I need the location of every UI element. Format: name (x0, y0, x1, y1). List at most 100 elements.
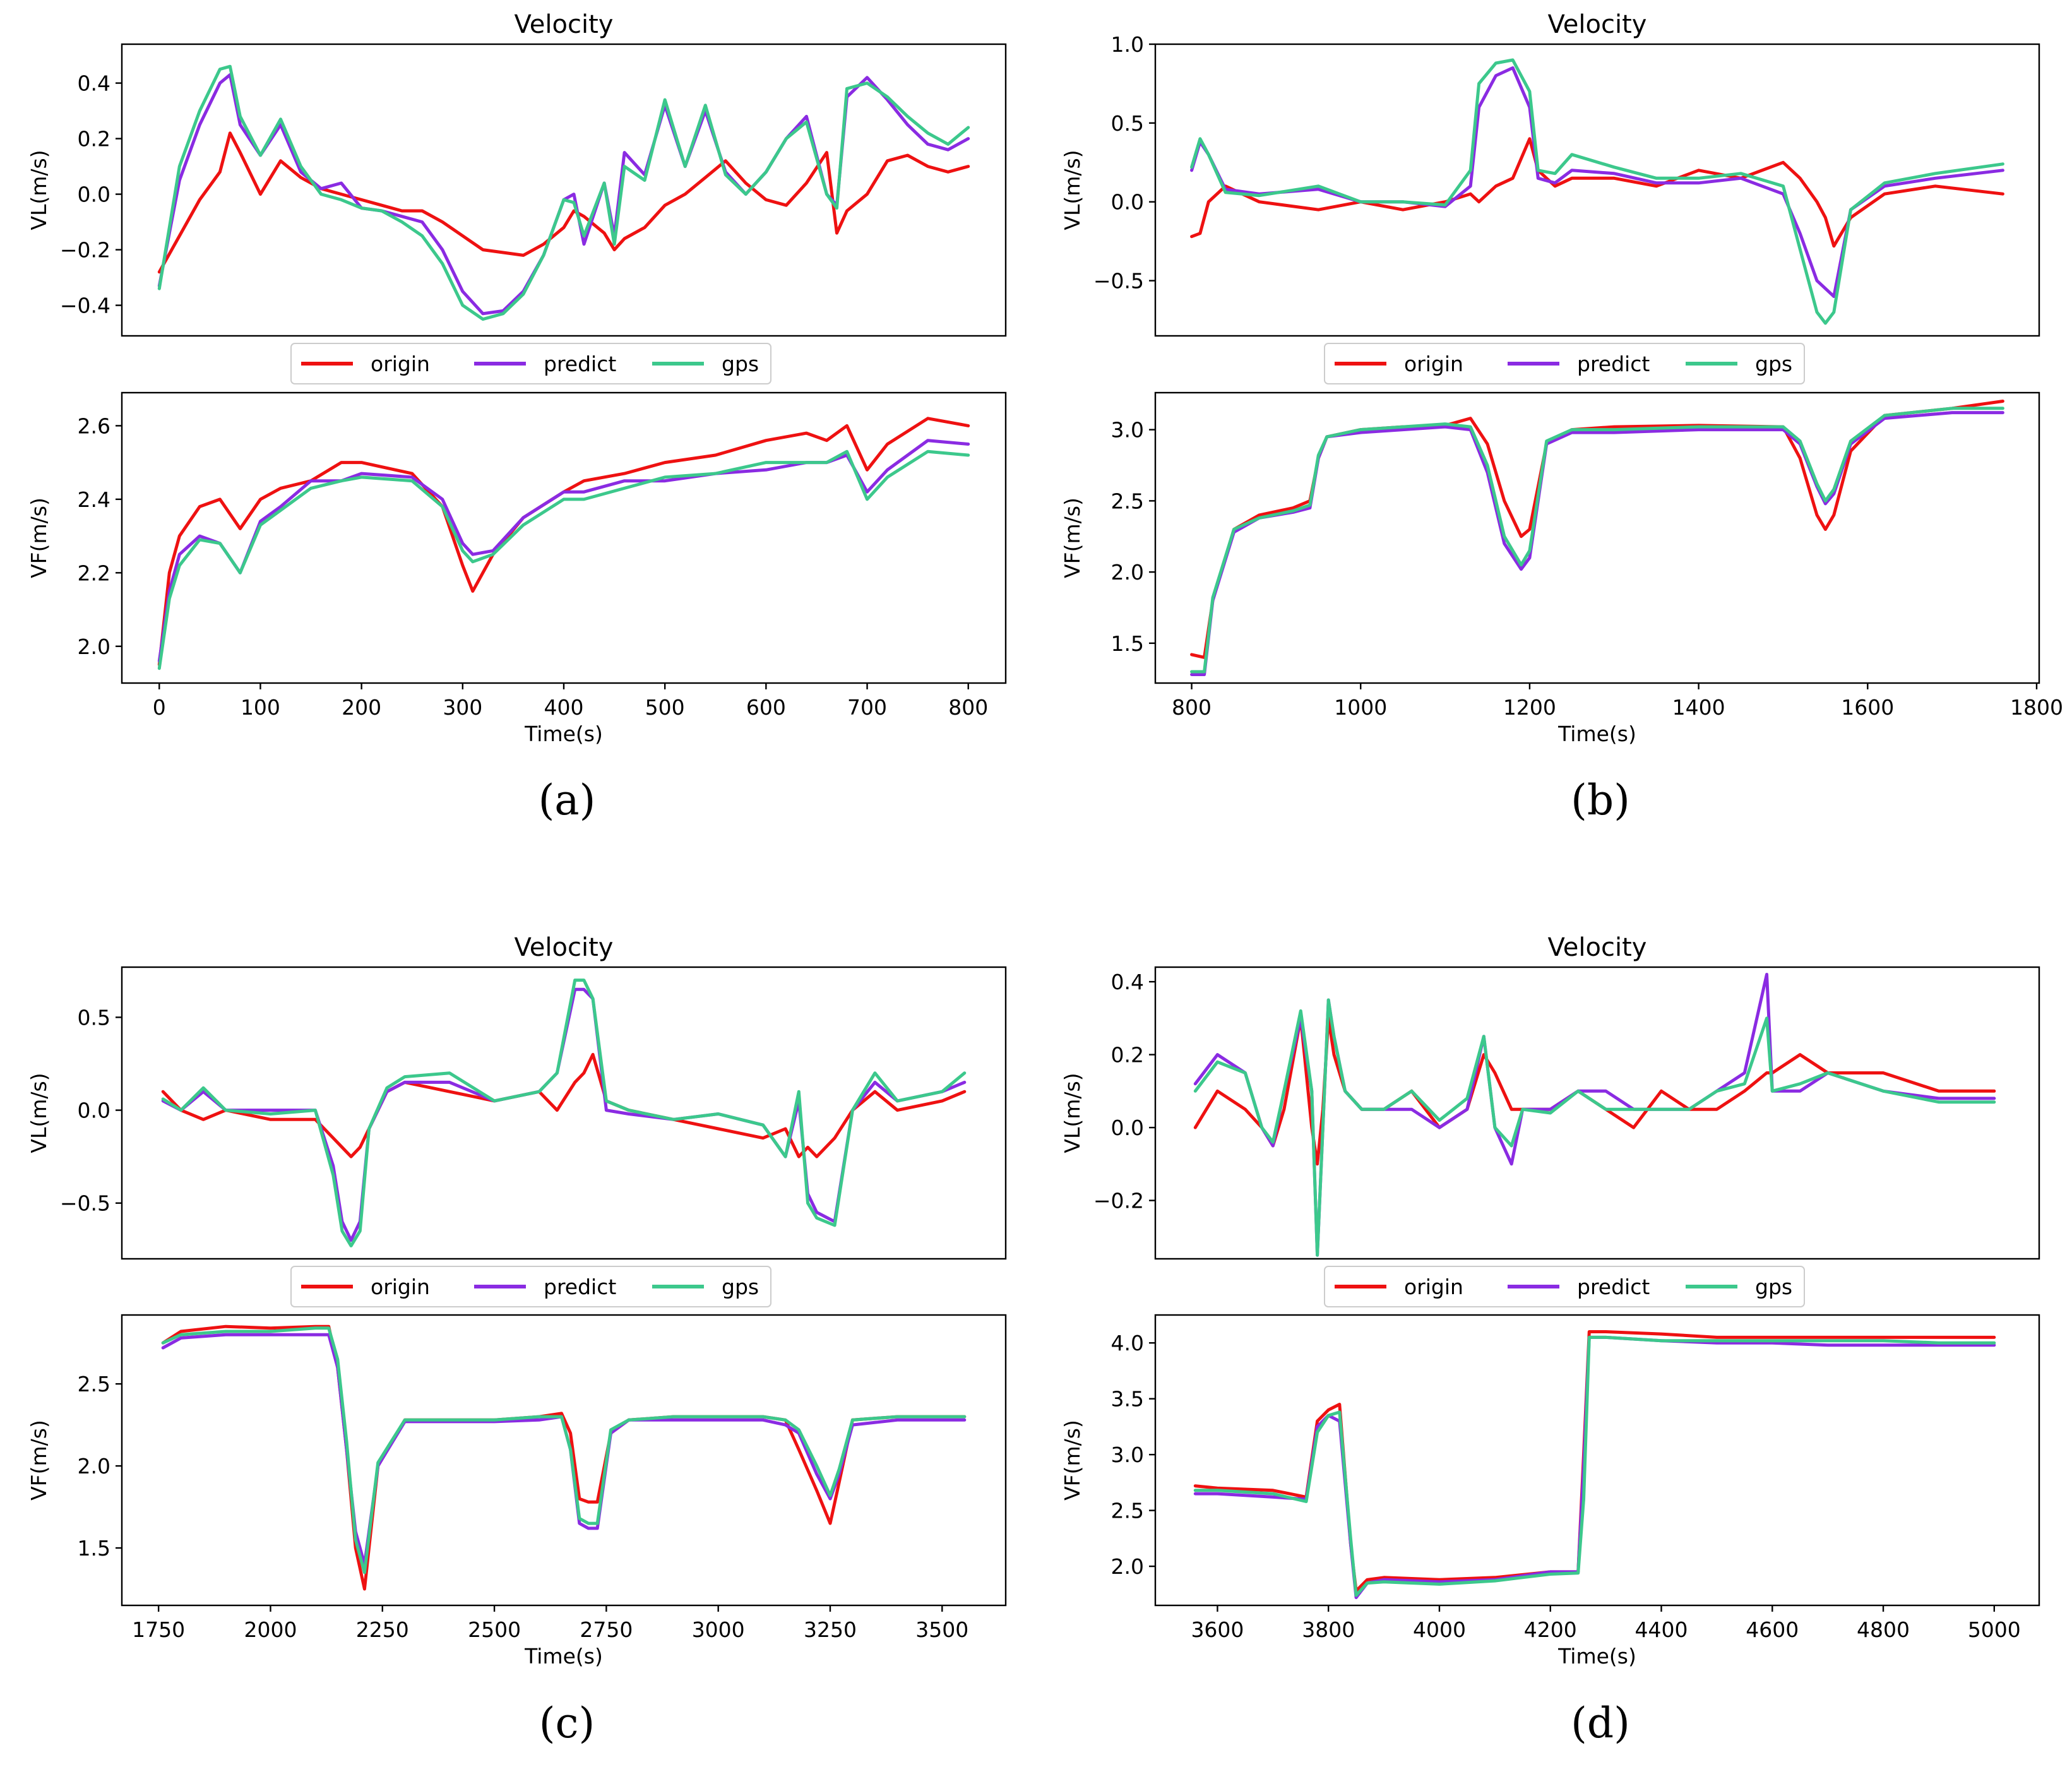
y-axis-label: VL(m/s) (1060, 1073, 1085, 1153)
series-line-gps (161, 979, 967, 1247)
x-tick-label: 5000 (1968, 1617, 2021, 1642)
x-tick-label: 1400 (1672, 695, 1725, 720)
series-group (1190, 400, 2004, 676)
x-tick-label: 500 (645, 695, 685, 720)
subplot-vl: −0.2 0.0 0.2 0.4 VL(m/s) (1060, 966, 2040, 1260)
x-tick-label: 0 (153, 695, 166, 720)
x-tick-label: 600 (746, 695, 786, 720)
legend-label-gps: gps (1755, 1275, 1792, 1299)
panel-d: Velocity −0.2 0.0 0.2 0.4 VL(m/s) 2.0 2.5 3.0 3.5… (1060, 933, 2040, 1747)
series-line-gps (161, 1326, 967, 1574)
series-line-origin (1190, 137, 2004, 248)
y-tick-label: 0.2 (1111, 1043, 1144, 1068)
series-line-gps (157, 449, 970, 670)
subplot-vf: 2.0 2.2 2.4 2.6 VF(m/s) 0 100 200 300 400 500 600 70… (27, 391, 1007, 746)
subplot-vf: 1.5 2.0 2.5 3.0 VF(m/s) 800 1000 1200 1400 1600 18… (1060, 391, 2063, 746)
y-tick-label: −0.2 (1093, 1189, 1144, 1213)
panel-label: (d) (1571, 1699, 1630, 1747)
series-line-predict (1190, 66, 2004, 299)
subplot-vf: 1.5 2.0 2.5 VF(m/s) 1750 2000 2250 2500 2750 3000… (27, 1314, 1007, 1669)
legend-label-origin: origin (1404, 352, 1463, 376)
x-axis-label: Time(s) (1557, 722, 1636, 746)
y-tick-label: 2.5 (1111, 489, 1144, 513)
y-tick-label: 0.0 (1111, 1116, 1144, 1140)
axes-frame (121, 43, 1007, 337)
legend: origin predict gps (290, 1266, 771, 1307)
legend-box (1324, 1266, 1805, 1307)
y-tick-label: 2.2 (78, 561, 110, 585)
y-tick-label: 3.0 (1111, 418, 1144, 443)
series-line-predict (161, 987, 967, 1242)
series-line-gps (1190, 58, 2004, 325)
legend-box (290, 1266, 771, 1307)
series-group (161, 979, 967, 1247)
panel-title: Velocity (515, 933, 614, 962)
subplot-vl: −0.5 0.0 0.5 1.0 VL(m/s) (1060, 32, 2040, 337)
x-tick-label: 1000 (1334, 695, 1387, 720)
y-tick-label: 2.4 (78, 487, 110, 512)
series-line-predict (157, 439, 970, 663)
y-tick-label: 1.5 (78, 1536, 110, 1561)
x-tick-label: 4200 (1524, 1617, 1577, 1642)
y-axis-label: VF(m/s) (27, 497, 51, 578)
y-tick-label: 0.0 (78, 1098, 110, 1123)
legend: origin predict gps (290, 343, 771, 384)
series-line-origin (157, 417, 970, 667)
legend: origin predict gps (1324, 343, 1805, 384)
x-tick-label: 200 (342, 695, 381, 720)
axes-frame (121, 1314, 1007, 1607)
y-tick-label: 0.0 (1111, 190, 1144, 215)
y-tick-label: 2.0 (1111, 560, 1144, 585)
x-axis-label: Time(s) (524, 1644, 603, 1669)
subplot-vl: −0.4 −0.2 0.0 0.2 0.4 VL(m/s) (27, 43, 1007, 337)
series-line-gps (1193, 1335, 1996, 1597)
panel-c: Velocity −0.5 0.0 0.5 VL(m/s) 1.5 2.0 2.5 VF(m/s… (27, 933, 1007, 1747)
series-group (157, 417, 970, 670)
y-tick-label: 4.0 (1111, 1331, 1144, 1355)
y-tick-label: 0.0 (78, 182, 110, 207)
series-line-gps (1190, 407, 2004, 674)
panel-a: Velocity −0.4−0.20.00.20.4VL(m/s) 2.0 2.2 2.… (27, 10, 1007, 824)
x-tick-label: 800 (948, 695, 988, 720)
x-tick-label: 1600 (1841, 695, 1894, 720)
panel-label: (b) (1571, 776, 1630, 824)
y-tick-label: 0.4 (78, 71, 110, 96)
y-tick-label: 2.0 (78, 1454, 110, 1478)
panel-label: (a) (539, 776, 596, 824)
y-tick-label: 2.0 (1111, 1554, 1144, 1579)
series-line-predict (1193, 1335, 1996, 1600)
x-tick-label: 4800 (1857, 1617, 1910, 1642)
x-tick-label: 1800 (2010, 695, 2063, 720)
legend-label-predict: predict (544, 352, 616, 376)
y-axis-label: VF(m/s) (27, 1420, 51, 1501)
axes-frame (121, 966, 1007, 1260)
y-tick-label: 1.0 (1111, 32, 1144, 57)
panel-title: Velocity (1548, 10, 1647, 39)
panel-title: Velocity (1548, 933, 1647, 962)
panel-label: (c) (539, 1699, 595, 1747)
x-tick-label: 100 (241, 695, 280, 720)
y-tick-label: 3.0 (1111, 1443, 1144, 1467)
axes-frame (1154, 43, 2040, 337)
y-tick-label: 1.5 (1111, 631, 1144, 656)
x-tick-label: 1200 (1503, 695, 1556, 720)
legend-box (1324, 343, 1805, 384)
series-line-origin (1190, 400, 2004, 659)
x-tick-label: 4600 (1746, 1617, 1799, 1642)
series-group (157, 64, 970, 321)
y-tick-label: −0.5 (60, 1191, 110, 1216)
axes-frame (1154, 966, 2040, 1260)
x-tick-label: 3000 (692, 1617, 745, 1642)
panel-title: Velocity (515, 10, 614, 39)
x-tick-label: 2500 (468, 1617, 521, 1642)
legend-label-gps: gps (722, 352, 759, 376)
y-tick-label: 2.0 (78, 634, 110, 659)
x-axis-label: Time(s) (524, 722, 603, 746)
x-tick-label: 4000 (1413, 1617, 1466, 1642)
x-tick-label: 2750 (580, 1617, 633, 1642)
series-line-predict (157, 73, 970, 316)
series-line-origin (157, 131, 970, 274)
legend-label-predict: predict (544, 1275, 616, 1299)
series-line-origin (1193, 1330, 1996, 1593)
x-tick-label: 400 (544, 695, 584, 720)
